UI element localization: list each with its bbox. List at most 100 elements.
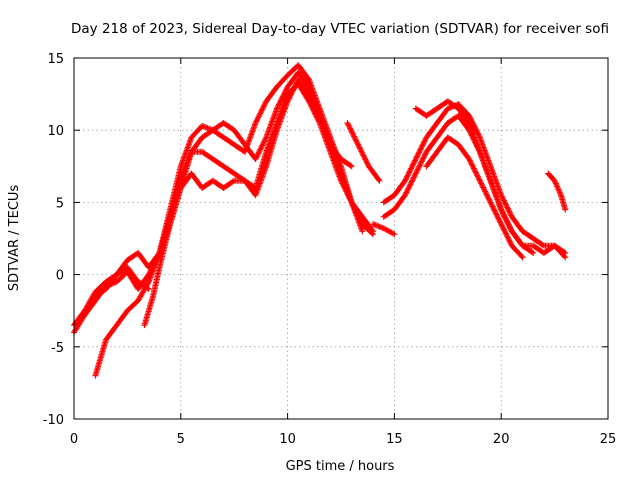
data-point	[466, 156, 473, 163]
data-point	[475, 131, 482, 138]
data-point	[184, 157, 191, 164]
data-point	[500, 196, 507, 203]
y-axis-label: SDTVAR / TECUs	[7, 185, 22, 292]
data-point	[498, 221, 505, 228]
data-point	[402, 176, 409, 183]
data-point	[478, 180, 485, 187]
data-point	[529, 249, 536, 256]
data-point	[489, 203, 496, 210]
data-point	[342, 185, 349, 192]
data-point	[562, 206, 569, 213]
x-tick-label: 5	[177, 432, 185, 447]
data-point	[501, 198, 508, 205]
data-point	[410, 174, 417, 181]
data-point	[519, 254, 526, 261]
data-point	[315, 111, 322, 118]
data-point	[287, 91, 294, 98]
data-point	[375, 176, 382, 183]
data-point	[482, 188, 489, 195]
data-point	[388, 229, 395, 236]
data-point	[494, 212, 501, 219]
data-point	[503, 231, 510, 238]
data-point	[506, 224, 513, 231]
data-point	[507, 225, 514, 232]
data-point	[503, 203, 510, 210]
data-point	[376, 177, 383, 184]
data-point	[487, 199, 494, 206]
data-point	[402, 192, 409, 199]
data-point	[338, 177, 344, 184]
data-point	[311, 101, 318, 108]
data-point	[339, 180, 346, 187]
x-tick-label: 25	[600, 432, 617, 447]
data-point	[230, 178, 237, 185]
data-point	[288, 90, 295, 97]
data-point	[420, 154, 427, 161]
data-point	[346, 193, 353, 200]
data-point	[346, 124, 353, 131]
data-point	[507, 211, 514, 218]
data-point	[552, 180, 559, 187]
data-point	[382, 226, 389, 233]
data-point	[486, 196, 493, 203]
data-point	[471, 166, 478, 173]
data-point	[359, 228, 366, 235]
data-point	[353, 138, 360, 145]
data-point	[404, 186, 411, 193]
chart-title: Day 218 of 2023, Sidereal Day-to-day VTE…	[71, 21, 609, 37]
data-point	[488, 200, 495, 207]
data-point	[341, 184, 348, 191]
data-point	[480, 184, 487, 191]
data-point	[418, 145, 425, 152]
data-point	[468, 160, 475, 167]
data-point	[499, 194, 506, 201]
data-point	[498, 192, 505, 199]
data-point	[312, 104, 319, 111]
data-point	[185, 154, 192, 161]
data-point	[292, 82, 299, 89]
data-point	[383, 226, 390, 233]
data-point	[348, 163, 355, 170]
data-point	[556, 187, 563, 194]
data-point	[414, 167, 421, 174]
data-point	[502, 229, 509, 236]
data-point	[344, 119, 351, 126]
data-point	[504, 218, 511, 225]
data-point	[185, 156, 192, 163]
data-point	[410, 161, 417, 168]
data-point	[405, 170, 412, 177]
data-point	[416, 147, 423, 154]
data-point	[530, 249, 537, 256]
data-point	[279, 94, 286, 101]
data-point	[496, 216, 503, 223]
data-point	[421, 138, 428, 145]
data-point	[279, 93, 286, 100]
data-point	[467, 158, 474, 165]
data-point	[253, 117, 260, 124]
data-point	[313, 107, 320, 114]
data-point	[384, 227, 391, 234]
data-point	[404, 173, 411, 180]
data-point	[471, 123, 478, 130]
data-point	[555, 186, 562, 193]
data-point	[502, 214, 509, 221]
data-point	[287, 92, 294, 99]
data-point	[551, 177, 558, 184]
data-point	[179, 169, 186, 176]
data-point	[347, 162, 354, 169]
data-point	[273, 105, 280, 112]
x-tick-label: 0	[70, 432, 78, 447]
data-point	[305, 75, 312, 82]
data-point	[414, 152, 421, 159]
data-point	[257, 109, 264, 116]
data-point	[502, 200, 509, 207]
data-point	[351, 133, 358, 140]
data-point	[345, 122, 352, 129]
y-tick-label: 10	[47, 124, 64, 139]
data-point	[501, 227, 508, 234]
data-point	[353, 137, 360, 144]
data-point	[468, 161, 475, 168]
data-point	[364, 160, 371, 167]
data-point	[408, 178, 415, 185]
